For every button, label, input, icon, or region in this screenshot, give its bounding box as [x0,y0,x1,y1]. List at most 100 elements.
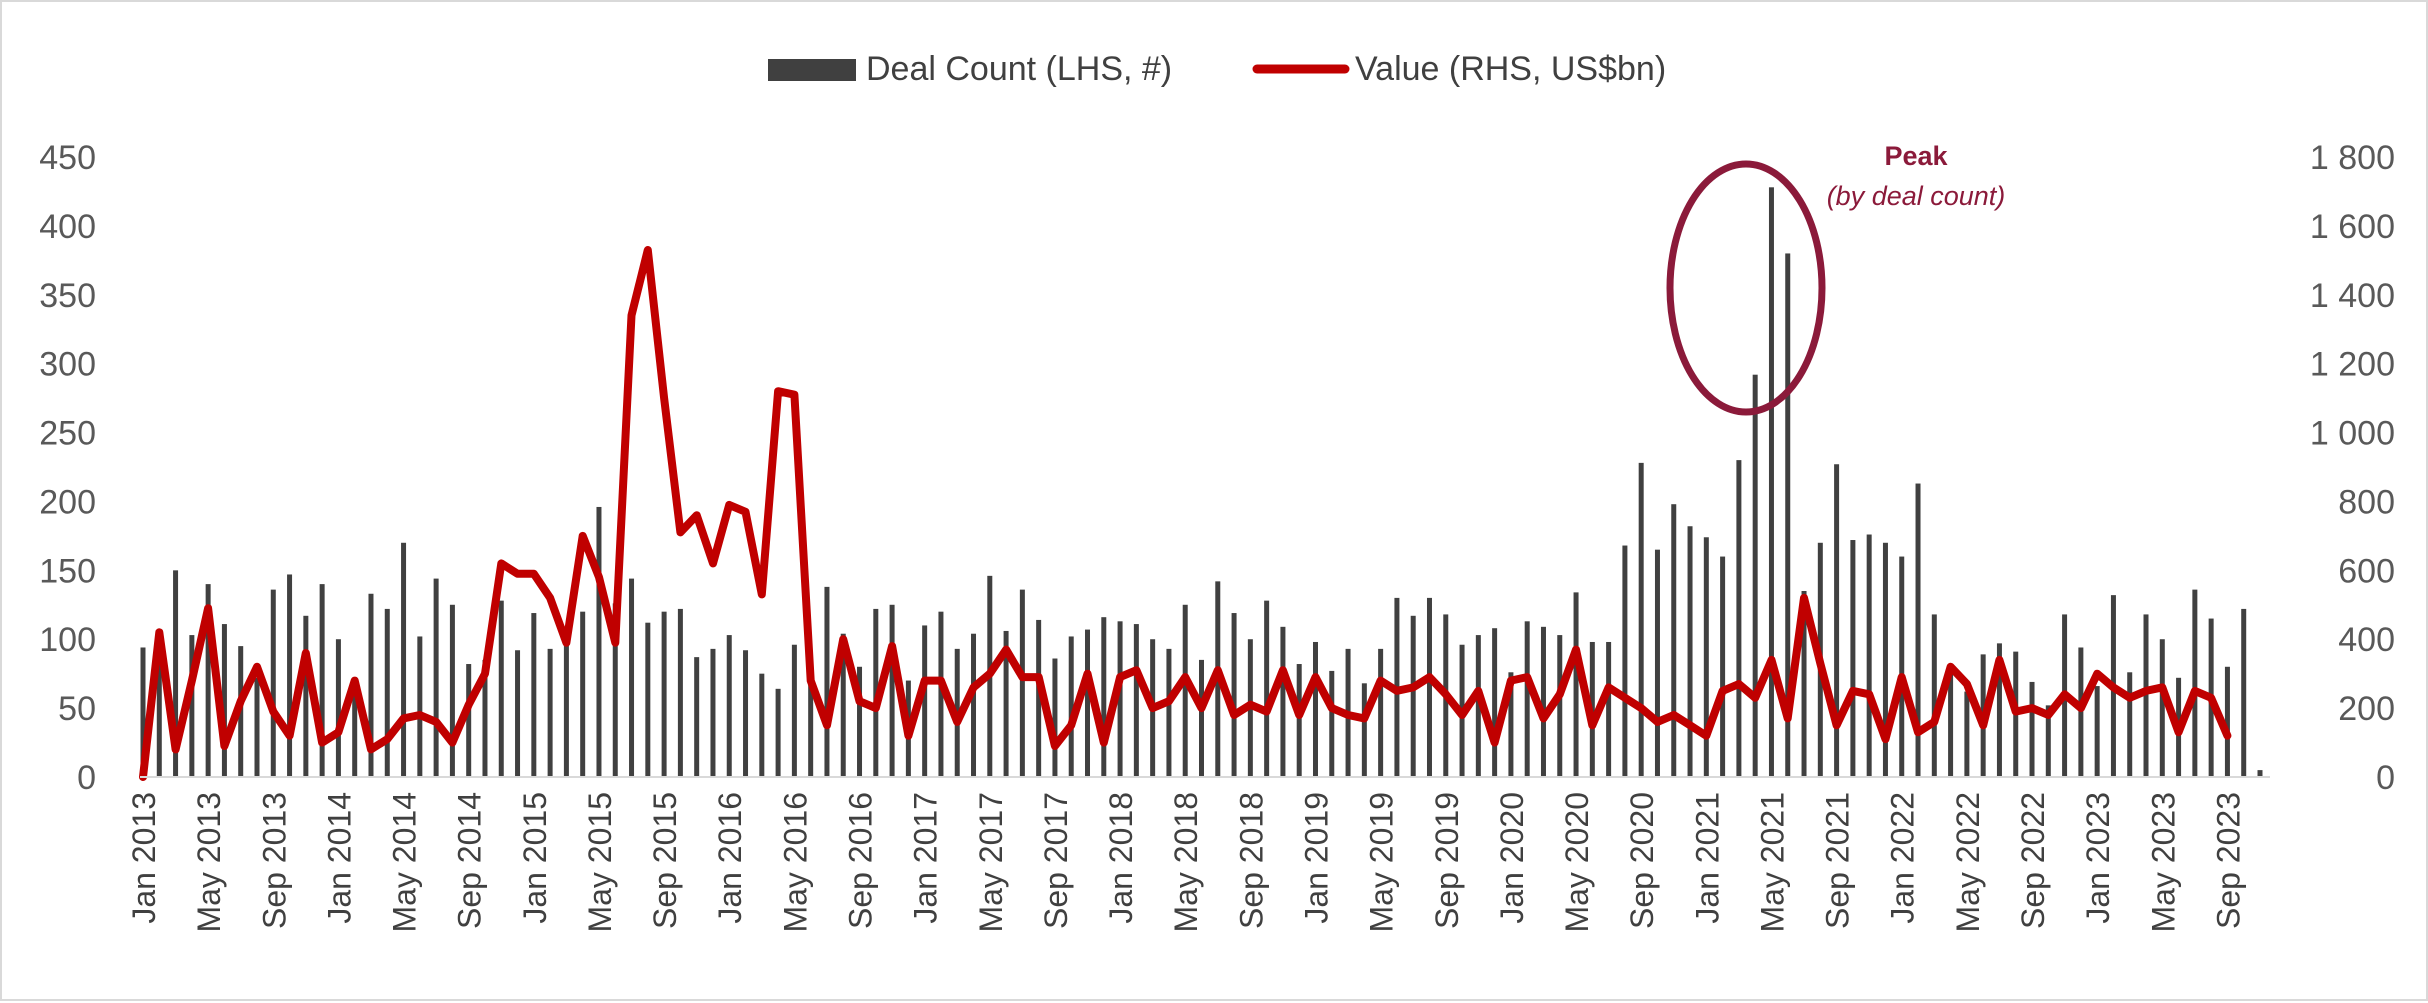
value-line [139,246,2232,781]
deal-count-bar [1866,534,1872,777]
left-axis-tick-label: 200 [39,483,96,521]
deal-count-bar [726,635,732,777]
deal-count-bar [221,624,227,777]
x-axis-tick-label: May 2014 [387,792,423,933]
left-axis: 0 50 100 150 200 250 300 350 400 450 [39,139,96,797]
x-axis-tick-label: May 2023 [2145,792,2181,933]
x-axis-tick-label: Jan 2015 [517,792,553,924]
left-axis-tick-label: 100 [39,621,96,659]
deal-count-bar [1329,670,1335,777]
x-axis-tick-label: Sep 2022 [2015,792,2051,929]
deal-count-bar [2045,705,2051,777]
deal-count-bar [1199,659,1204,777]
deal-count-bar [563,644,569,777]
deal-count-bar [1426,597,1432,777]
x-axis-tick-label: Sep 2019 [1429,792,1465,929]
x-axis-tick-label: Jan 2022 [1885,792,1921,924]
deal-count-bar [417,636,423,777]
deal-count-bar [1752,374,1758,777]
deal-count-bar [2192,589,2198,777]
deal-count-bar [1785,253,1791,777]
deal-count-bar [2078,647,2084,777]
deal-count-bar [2127,672,2133,777]
deal-count-bar [2159,639,2165,777]
x-axis-tick-label: Jan 2019 [1298,792,1334,924]
deal-count-bar [531,613,537,777]
deal-count-bar [401,542,407,777]
x-axis-tick-label: May 2020 [1559,792,1595,933]
x-axis-tick-label: May 2022 [1950,792,1986,933]
deal-count-bar [482,659,488,777]
x-axis-tick-label: Jan 2016 [712,792,748,924]
deal-count-bar [1410,615,1416,777]
deal-count-bar [1003,630,1009,777]
deal-count-bar [1899,556,1905,777]
left-axis-tick-label: 250 [39,415,96,453]
deal-count-bar [1540,626,1546,777]
deal-count-bar [547,648,553,777]
deal-count-bar [254,677,260,777]
right-axis-tick-label: 1 400 [2310,277,2395,315]
peak-annotation-title: Peak [1884,141,1948,171]
deal-count-bar [1101,617,1107,777]
deal-count-bar [759,673,765,777]
deal-count-bar [368,593,374,777]
deal-count-bar [1378,648,1384,777]
deal-count-bar [661,611,667,777]
deal-count-bar [1036,619,1042,777]
right-axis-tick-label: 600 [2338,552,2395,590]
x-axis-labels: Jan 2013 May 2013 Sep 2013 Jan 2014 May 2014… [126,792,2246,933]
deal-count-bar [1736,460,1742,777]
deal-count-bar [1948,664,1954,777]
deal-count-bar [1312,641,1318,777]
deal-count-bar [205,584,211,777]
x-axis-tick-label: Sep 2013 [256,792,292,929]
right-axis: 0 200 400 600 800 1 000 1 200 1 400 1 600 1 800 [2310,139,2395,797]
deal-count-bar [140,647,146,777]
x-axis-tick-label: May 2018 [1168,792,1204,933]
deal-count-bar [1671,504,1677,777]
deal-count-bar [1654,549,1660,777]
x-axis-tick-label: May 2015 [582,792,618,933]
deal-count-bar [1133,624,1139,777]
x-axis-tick-label: May 2019 [1364,792,1400,933]
peak-annotation: Peak (by deal count) [1666,141,2005,416]
deal-count-bar [1882,542,1888,777]
left-axis-tick-label: 0 [77,759,96,797]
deal-count-bar [319,584,325,777]
deal-count-bar [156,636,162,777]
deal-count-bar [1931,614,1937,777]
deal-count-bar [1524,621,1530,777]
x-axis-tick-label: May 2017 [973,792,1009,933]
deal-count-bar [1085,629,1091,777]
x-axis-tick-label: Jan 2018 [1103,792,1139,924]
deal-count-bar [791,644,797,777]
left-axis-tick-label: 300 [39,346,96,384]
deal-count-bar [1703,537,1709,777]
deal-count-bar [1720,556,1726,777]
deal-count-bar [1850,540,1856,777]
deal-count-bar [270,589,276,777]
deal-count-bar [840,633,846,777]
deal-count-bar [1996,643,2002,777]
deal-count-bar [1264,600,1270,777]
deal-count-bar [1296,664,1302,777]
deal-count-bar [808,666,814,777]
deal-count-bar [677,608,683,777]
deal-count-bar [889,604,895,777]
deal-count-bar [645,622,651,777]
x-axis-tick-label: Sep 2018 [1233,792,1269,929]
x-axis-tick-label: May 2021 [1754,792,1790,933]
deal-count-bar [466,664,472,777]
right-axis-tick-label: 200 [2338,690,2395,728]
deal-count-bar [2257,770,2263,777]
deal-count-bar [1801,591,1807,777]
left-axis-tick-label: 350 [39,277,96,315]
deal-count-bar [1068,636,1074,777]
deal-count-bar [2241,608,2247,777]
deal-count-bar [938,611,944,777]
left-axis-tick-label: 150 [39,552,96,590]
legend-label-value: Value (RHS, US$bn) [1355,50,1666,88]
deal-count-bar [743,650,749,777]
